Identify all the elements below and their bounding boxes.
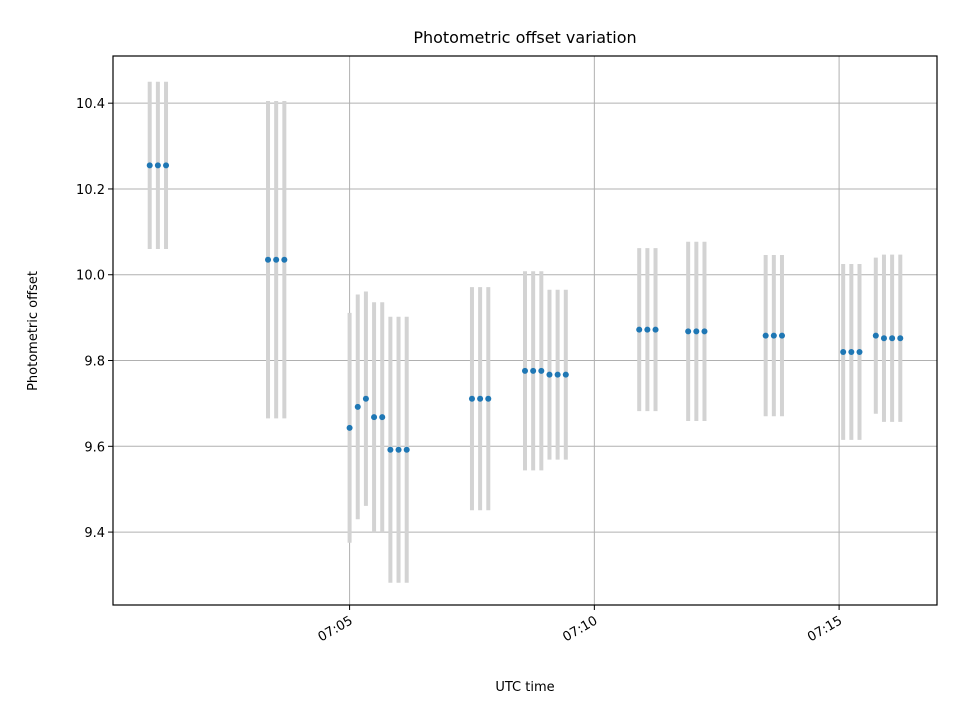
data-point (346, 424, 353, 431)
data-point (652, 326, 659, 333)
data-point (554, 371, 561, 378)
chart-title: Photometric offset variation (413, 28, 636, 47)
data-point (281, 256, 288, 263)
data-point (265, 256, 272, 263)
data-point (362, 395, 369, 402)
data-point (880, 335, 887, 342)
data-point (840, 348, 847, 355)
data-point (856, 348, 863, 355)
data-point (403, 446, 410, 453)
y-tick-label: 10.0 (76, 269, 105, 284)
x-axis-label: UTC time (495, 680, 554, 695)
data-point (468, 395, 475, 402)
data-point (485, 395, 492, 402)
data-point (146, 162, 153, 169)
data-point (562, 371, 569, 378)
y-tick-label: 9.6 (84, 440, 105, 455)
plot-frame (112, 55, 938, 606)
data-point (477, 395, 484, 402)
data-point (163, 162, 170, 169)
data-point (770, 332, 777, 339)
data-point (636, 326, 643, 333)
data-point (701, 328, 708, 335)
data-point (848, 348, 855, 355)
data-point (644, 326, 651, 333)
data-point (387, 446, 394, 453)
data-point (395, 446, 402, 453)
data-point (685, 328, 692, 335)
data-point (273, 256, 280, 263)
y-tick-label: 10.2 (76, 183, 105, 198)
data-point (154, 162, 161, 169)
data-point (538, 367, 545, 374)
y-axis-ticks: 9.4 9.6 9.8 10.0 10.2 10.4 (76, 97, 113, 541)
data-point (872, 332, 879, 339)
data-point (354, 403, 361, 410)
data-point (762, 332, 769, 339)
data-point (530, 367, 537, 374)
data-point (379, 414, 386, 421)
data-point (778, 332, 785, 339)
y-tick-label: 9.4 (84, 526, 105, 541)
y-tick-label: 9.8 (84, 355, 105, 370)
data-point (897, 335, 904, 342)
y-tick-label: 10.4 (76, 97, 105, 112)
data-points (146, 162, 904, 453)
y-axis-label: Photometric offset (26, 271, 41, 391)
data-point (522, 367, 528, 374)
data-point (546, 371, 553, 378)
data-point (693, 328, 700, 335)
data-point (371, 414, 378, 421)
data-point (889, 335, 896, 342)
